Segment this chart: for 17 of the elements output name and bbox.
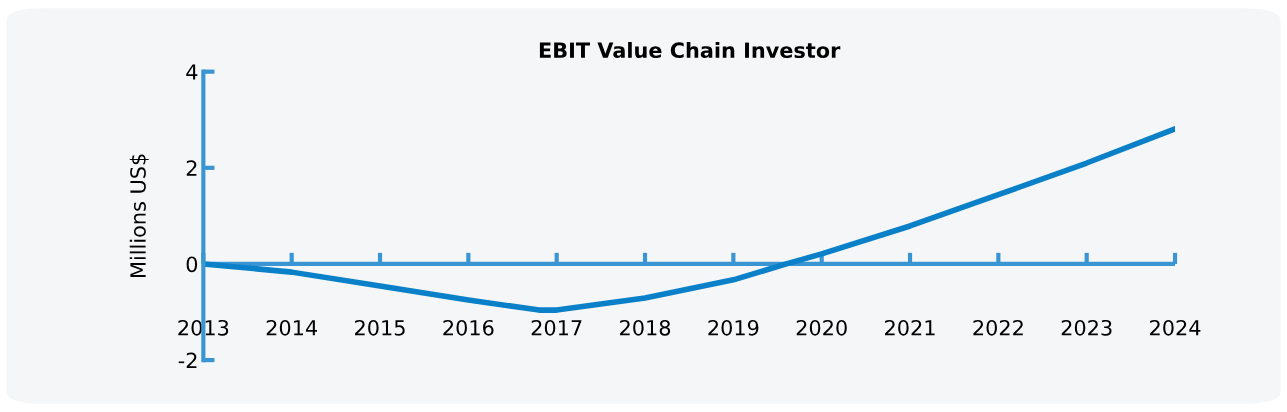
- x-tick-label: 2014: [266, 319, 318, 336]
- chart-title: EBIT Value Chain Investor: [539, 41, 841, 59]
- x-tick-label: 2019: [708, 319, 759, 336]
- y-tick-label: -2: [178, 352, 197, 368]
- x-tick-label: 2023: [1061, 319, 1112, 336]
- y-axis-title: Millions US$: [129, 154, 149, 277]
- x-tick-label: 2016: [443, 319, 494, 336]
- x-tick-label: 2024: [1150, 319, 1201, 336]
- x-tick-label: 2015: [355, 319, 405, 336]
- x-tick-label: 2020: [796, 319, 847, 336]
- y-tick-label: 4: [186, 64, 198, 80]
- x-tick-label: 2017: [531, 319, 582, 336]
- x-tick-label: 2022: [973, 319, 1023, 336]
- x-tick-label: 2018: [620, 319, 671, 336]
- x-tick-label: 2021: [885, 319, 935, 336]
- y-tick-label: 0: [186, 256, 198, 273]
- y-tick-label: 2: [186, 160, 197, 176]
